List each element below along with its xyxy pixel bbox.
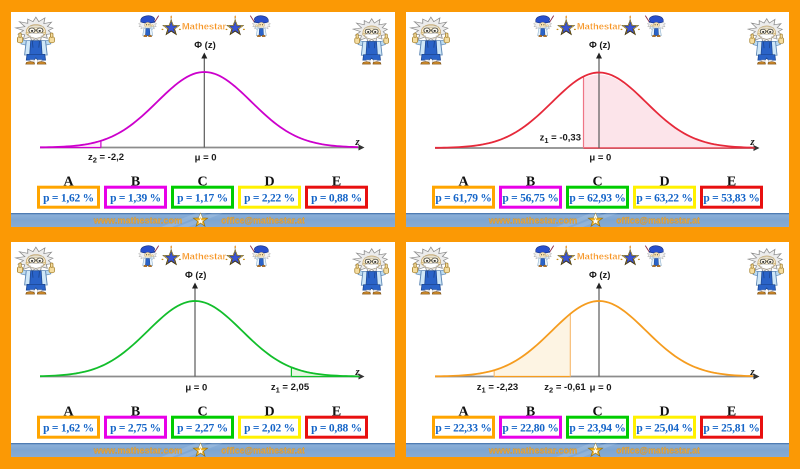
svg-text:μ = 0: μ = 0 <box>185 383 207 394</box>
svg-text:C: C <box>197 405 207 420</box>
svg-text:D: D <box>264 175 274 190</box>
svg-text:office@mathestar.at: office@mathestar.at <box>616 445 700 455</box>
svg-text:office@mathestar.at: office@mathestar.at <box>616 215 700 225</box>
svg-text:p = 63,22 %: p = 63,22 % <box>636 193 692 205</box>
svg-text:Mathestar: Mathestar <box>577 21 622 32</box>
svg-text:p = 1,39 %: p = 1,39 % <box>110 193 161 205</box>
svg-text:B: B <box>131 175 140 190</box>
svg-text:C: C <box>197 175 207 190</box>
svg-text:z1 = -2,23: z1 = -2,23 <box>477 382 518 394</box>
svg-text:p = 25,81 %: p = 25,81 % <box>703 423 759 435</box>
svg-text:z2 = -2,2: z2 = -2,2 <box>88 152 124 164</box>
svg-text:μ = 0: μ = 0 <box>589 153 611 164</box>
svg-text:p = 23,94 %: p = 23,94 % <box>569 423 625 435</box>
svg-text:D: D <box>264 405 274 420</box>
svg-text:z1 = 2,05: z1 = 2,05 <box>271 382 310 394</box>
svg-text:p = 2,75 %: p = 2,75 % <box>110 423 161 435</box>
svg-text:z: z <box>354 136 360 148</box>
svg-text:p = 1,17 %: p = 1,17 % <box>177 193 228 205</box>
svg-text:z: z <box>354 366 360 378</box>
svg-text:z1 = -0,33: z1 = -0,33 <box>540 133 581 145</box>
svg-text:p = 1,62 %: p = 1,62 % <box>43 193 94 205</box>
svg-text:D: D <box>659 175 669 190</box>
svg-text:p = 62,93 %: p = 62,93 % <box>569 193 625 205</box>
svg-text:Φ (z): Φ (z) <box>589 270 611 281</box>
svg-text:C: C <box>592 405 602 420</box>
svg-text:office@mathestar.at: office@mathestar.at <box>221 215 305 225</box>
svg-text:D: D <box>659 405 669 420</box>
svg-text:E: E <box>332 405 341 420</box>
svg-text:www.mathestar.com: www.mathestar.com <box>93 216 183 226</box>
svg-text:p = 2,02 %: p = 2,02 % <box>244 423 295 435</box>
svg-text:Mathestar: Mathestar <box>182 251 227 262</box>
svg-text:A: A <box>63 175 74 190</box>
svg-text:p = 25,04 %: p = 25,04 % <box>636 423 692 435</box>
svg-text:Mathestar: Mathestar <box>577 251 622 262</box>
svg-text:z: z <box>749 136 755 148</box>
svg-text:Φ (z): Φ (z) <box>589 40 611 51</box>
svg-text:E: E <box>727 175 736 190</box>
svg-text:www.mathestar.com: www.mathestar.com <box>488 446 578 456</box>
svg-text:B: B <box>131 405 140 420</box>
svg-text:Φ (z): Φ (z) <box>194 40 216 51</box>
svg-text:z2 = -0,61: z2 = -0,61 <box>544 382 586 394</box>
svg-text:p = 22,33 %: p = 22,33 % <box>435 423 491 435</box>
svg-text:B: B <box>526 405 535 420</box>
svg-text:p = 2,22 %: p = 2,22 % <box>244 193 295 205</box>
svg-text:p = 0,88 %: p = 0,88 % <box>311 193 362 205</box>
svg-text:office@mathestar.at: office@mathestar.at <box>221 445 305 455</box>
svg-text:C: C <box>592 175 602 190</box>
svg-text:B: B <box>526 175 535 190</box>
svg-text:p = 56,75 %: p = 56,75 % <box>502 193 558 205</box>
svg-text:A: A <box>458 175 469 190</box>
svg-text:www.mathestar.com: www.mathestar.com <box>93 446 183 456</box>
svg-text:p = 53,83 %: p = 53,83 % <box>703 193 759 205</box>
svg-text:p = 61,79 %: p = 61,79 % <box>435 193 491 205</box>
svg-text:p = 2,27 %: p = 2,27 % <box>177 423 228 435</box>
svg-text:Φ (z): Φ (z) <box>185 270 207 281</box>
svg-text:A: A <box>458 405 469 420</box>
svg-text:A: A <box>63 405 74 420</box>
svg-text:p = 22,80 %: p = 22,80 % <box>502 423 558 435</box>
svg-text:μ = 0: μ = 0 <box>590 383 612 394</box>
svg-text:E: E <box>727 405 736 420</box>
svg-text:μ = 0: μ = 0 <box>195 153 217 164</box>
svg-text:E: E <box>332 175 341 190</box>
svg-text:p = 0,88 %: p = 0,88 % <box>311 423 362 435</box>
svg-text:z: z <box>749 366 755 378</box>
svg-text:Mathestar: Mathestar <box>182 21 227 32</box>
svg-text:www.mathestar.com: www.mathestar.com <box>488 216 578 226</box>
svg-text:p = 1,62 %: p = 1,62 % <box>43 423 94 435</box>
